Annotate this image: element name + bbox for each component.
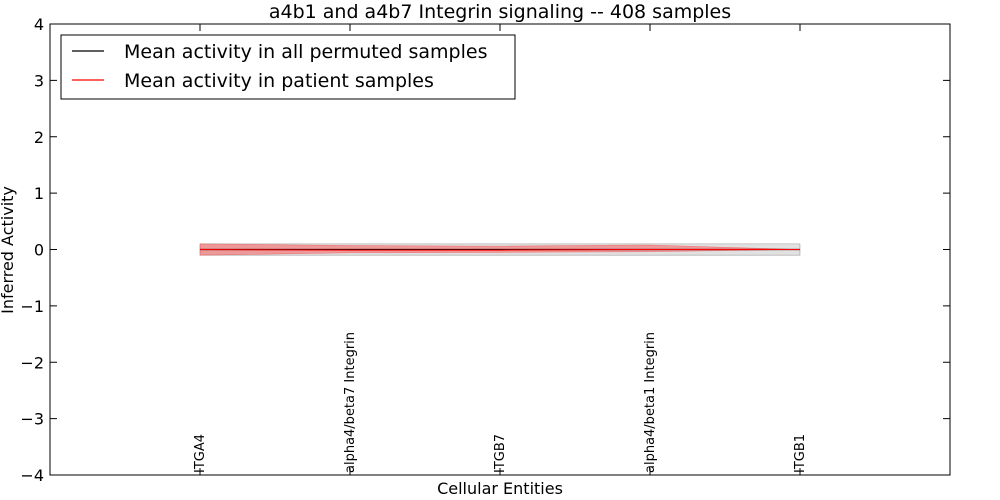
x-axis-categories: ITGA4 alpha4/beta7 Integrin ITGB7 alpha4/be… [193,24,808,475]
y-tick-label: 1 [34,184,44,203]
y-axis: 4 3 2 1 0 −1 −2 −3 −4 [20,15,950,485]
y-tick-label: −2 [20,353,44,372]
x-category-label: ITGA4 [193,434,208,473]
y-tick-label: 0 [34,241,44,260]
legend: Mean activity in all permuted samples Me… [60,34,516,100]
legend-label-patient: Mean activity in patient samples [124,70,434,92]
series-lines [199,248,800,251]
x-category-label: ITGB7 [493,434,508,473]
x-category-label: ITGB1 [793,434,808,473]
legend-label-permuted: Mean activity in all permuted samples [124,41,487,63]
y-tick-label: 4 [34,15,44,34]
y-tick-label: −3 [20,410,44,429]
y-tick-label: 3 [34,71,44,90]
y-tick-label: 2 [34,128,44,147]
x-category-label: alpha4/beta7 Integrin [343,332,358,473]
x-category-label: alpha4/beta1 Integrin [643,332,658,473]
y-tick-label: −4 [20,466,44,485]
y-axis-label: Inferred Activity [0,186,17,314]
legend-box [60,34,516,100]
y-tick-label: −1 [20,297,44,316]
chart-title: a4b1 and a4b7 Integrin signaling -- 408 … [269,1,731,23]
x-axis-label: Cellular Entities [437,479,563,498]
line-patient [199,249,800,251]
